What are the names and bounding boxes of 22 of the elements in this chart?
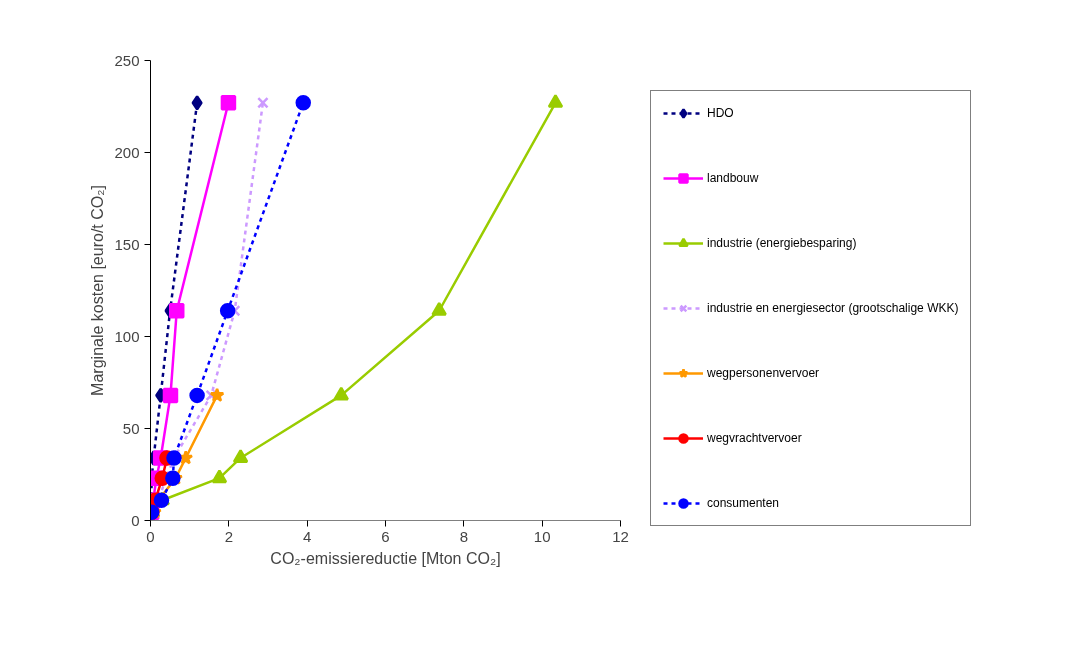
x-tick-label: 0: [146, 527, 155, 545]
legend-label: industrie (energiebesparing): [707, 236, 857, 250]
y-tick-label: 100: [114, 327, 140, 345]
x-tick-label: 8: [459, 527, 469, 545]
legend-label: landbouw: [707, 171, 759, 185]
y-axis-title: Marginale kosten [euro/t CO₂]: [89, 185, 107, 396]
y-tick-label: 50: [122, 419, 140, 437]
legend-label: HDO: [707, 106, 734, 120]
y-tick-label: 200: [114, 143, 140, 161]
legend-label: consumenten: [707, 496, 780, 510]
x-tick-label: 2: [224, 527, 234, 545]
legend-label: industrie en energiesector (grootschalige WKK): [707, 301, 959, 315]
x-tick-label: 10: [533, 527, 551, 545]
x-tick-label: 12: [612, 527, 629, 545]
y-tick-label: 150: [114, 235, 140, 253]
legend-label: wegpersonenvervoer: [707, 366, 820, 380]
y-tick-label: 0: [131, 511, 140, 529]
legend-label: wegvrachtvervoer: [707, 431, 802, 445]
x-axis-title: CO₂-emissiereductie [Mton CO₂]: [270, 549, 501, 567]
x-tick-label: 4: [303, 527, 312, 545]
y-tick-label: 250: [114, 51, 140, 69]
x-tick-label: 6: [381, 527, 390, 545]
